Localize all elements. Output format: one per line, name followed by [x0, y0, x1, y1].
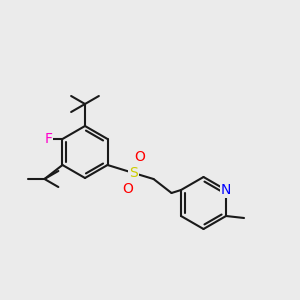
Text: O: O — [122, 182, 133, 196]
Text: S: S — [129, 166, 138, 180]
Text: N: N — [221, 183, 231, 197]
Text: O: O — [134, 150, 145, 164]
Text: F: F — [44, 132, 52, 146]
